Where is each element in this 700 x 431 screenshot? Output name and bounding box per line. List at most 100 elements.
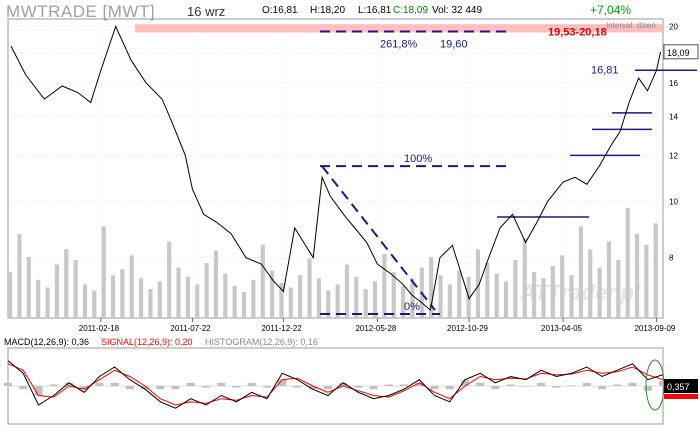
level-label: 19,60	[440, 39, 468, 51]
macd-histogram-bar	[460, 379, 469, 386]
y-tick-label: 14	[669, 112, 678, 121]
volume-bar	[578, 226, 583, 318]
macd-histogram-bar	[4, 382, 12, 386]
volume-bar	[73, 259, 78, 318]
fib-label: 0%	[404, 301, 420, 313]
macd-histogram-bar	[598, 386, 607, 390]
last-price-badge	[663, 44, 699, 60]
volume-bar	[372, 281, 378, 318]
volume-bar	[101, 226, 106, 318]
volume-bar	[36, 279, 41, 318]
macd-histogram-bar	[400, 384, 409, 386]
macd-histogram-bar	[659, 380, 667, 386]
volume-bar	[120, 269, 125, 318]
macd-histogram-bar	[354, 386, 363, 388]
macd-histogram-bar	[95, 382, 104, 386]
macd-histogram-bar	[369, 386, 378, 390]
macd-histogram-bar	[430, 386, 439, 390]
macd-histogram-bar	[49, 384, 58, 386]
macd-histogram-bar	[202, 386, 211, 388]
volume-bar	[326, 290, 331, 318]
macd-histogram-bar	[110, 382, 119, 386]
y-tick-label: 20	[669, 22, 678, 31]
macd-histogram-bar	[34, 386, 43, 396]
volume-bar	[344, 264, 350, 318]
fib-trend-line	[321, 165, 436, 311]
volume-bar	[494, 273, 499, 318]
volume-bar	[382, 253, 387, 318]
x-tick-label: 2011-07-22	[170, 324, 211, 333]
macd-histogram-bar	[415, 382, 424, 386]
volume-bar	[8, 272, 13, 318]
volume-bar	[26, 256, 31, 318]
volume-bar	[634, 233, 640, 318]
ticker-title: MWTRADE [MWT]	[6, 2, 156, 21]
volume-bar	[485, 263, 490, 318]
volume-bar	[391, 272, 396, 318]
volume-bar	[363, 288, 368, 318]
volume-bar	[129, 255, 134, 318]
macd-histogram-bar	[582, 382, 591, 386]
x-tick-label: 2012-05-28	[355, 324, 396, 333]
macd-histogram-bar	[217, 382, 226, 386]
quote-date: 16 wrz	[187, 4, 226, 19]
macd-histogram-bar	[506, 384, 515, 386]
macd-histogram-bar	[521, 386, 530, 387]
x-tick-label: 2012-10-29	[447, 324, 488, 333]
volume-bar	[457, 270, 462, 318]
volume-bar	[644, 244, 649, 318]
macd-histogram-bar	[232, 386, 241, 388]
interval-label: Interval: dzień	[606, 21, 656, 30]
volume-bar	[653, 223, 658, 318]
macd-histogram-bar	[125, 386, 134, 390]
macd-histogram-bar	[384, 384, 393, 386]
volume-value: Vol: 32 449	[432, 5, 483, 16]
volume-bar	[288, 287, 293, 318]
volume-bar	[204, 263, 209, 318]
macd-histogram-bar	[445, 386, 454, 390]
macd-histogram-bar	[171, 386, 180, 390]
volume-bar	[157, 281, 162, 318]
macd-histogram-bar	[262, 386, 271, 388]
macd-histogram-bar	[323, 386, 332, 390]
resistance-band	[135, 24, 663, 33]
volume-bar	[279, 282, 284, 318]
volume-bar	[606, 241, 612, 318]
macd-histogram-bar	[64, 382, 73, 386]
macd-histogram-bar	[80, 386, 89, 390]
x-tick-label: 2011-02-18	[79, 324, 120, 333]
volume-bar	[560, 255, 565, 318]
macd-histogram-bar	[613, 384, 622, 386]
macd-histogram-bar	[552, 386, 561, 388]
price-line	[10, 25, 662, 312]
volume-bar	[588, 249, 593, 318]
volume-bar	[195, 284, 200, 318]
volume-bar	[569, 275, 574, 318]
volume-bar	[176, 267, 181, 318]
macd-histogram-bar	[156, 386, 165, 390]
y-tick-label: 8	[669, 254, 674, 263]
close-value: C:18,09	[393, 5, 429, 16]
volume-bar	[54, 264, 59, 318]
macd-histogram-bar	[141, 386, 150, 390]
macd-histogram-bar	[476, 382, 485, 386]
volume-bar	[270, 270, 275, 318]
volume-bar	[260, 244, 265, 318]
volume-bar	[522, 238, 527, 318]
macd-histogram-bar	[537, 382, 546, 386]
volume-bar	[316, 278, 321, 318]
volume-bar	[17, 233, 22, 318]
volume-bar	[185, 276, 190, 318]
x-tick-label: 2011-12-22	[261, 324, 302, 333]
volume-bar	[447, 284, 452, 318]
volume-bar	[307, 258, 312, 318]
volume-bar	[82, 284, 88, 318]
volume-bar	[148, 288, 153, 318]
volume-bar	[429, 256, 434, 318]
volume-bar	[513, 259, 518, 318]
volume-bar	[298, 275, 303, 318]
volume-bar	[354, 276, 359, 318]
macd-histogram-bar	[628, 382, 637, 386]
volume-bar	[232, 285, 237, 318]
